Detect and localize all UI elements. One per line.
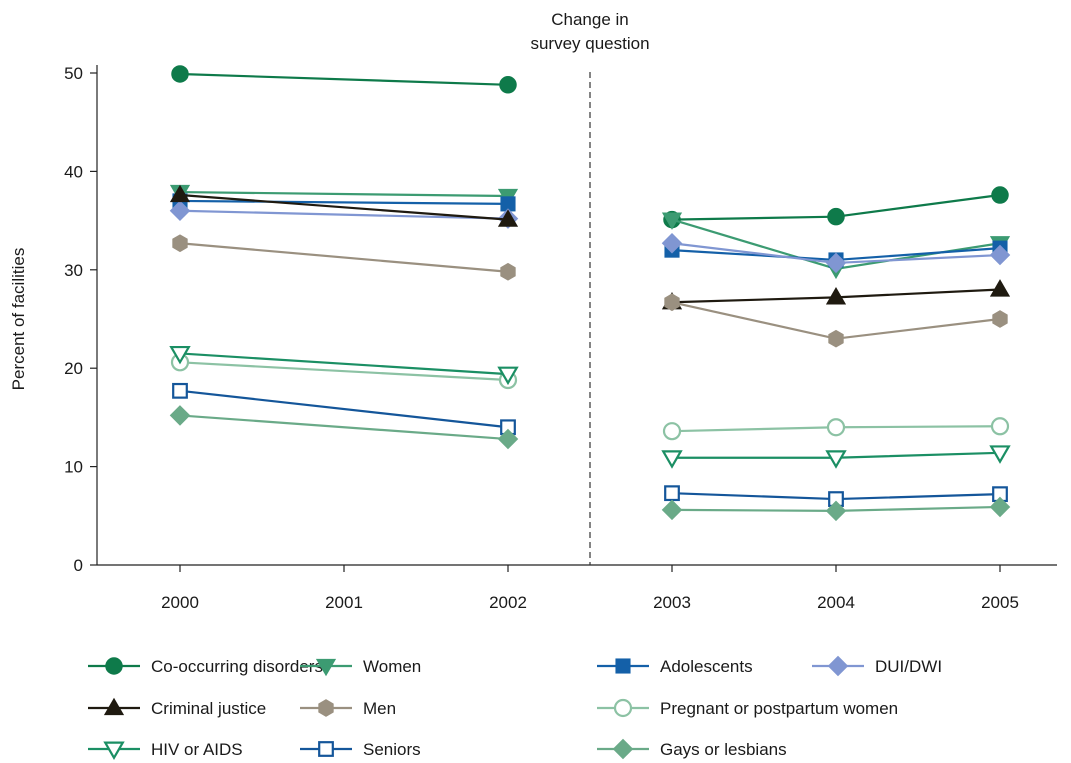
y-tick-label: 40 (64, 162, 83, 181)
legend-label: DUI/DWI (875, 657, 942, 676)
data-point (828, 329, 844, 348)
legend-marker (315, 658, 337, 677)
data-point (171, 65, 189, 83)
legend-label: Co-occurring disorders (151, 657, 323, 676)
y-tick-label: 10 (64, 458, 83, 477)
data-point (497, 366, 519, 386)
data-point (825, 252, 847, 274)
data-point (661, 232, 683, 254)
series-line (179, 193, 509, 221)
data-point (497, 209, 519, 227)
series-line (179, 389, 509, 429)
data-point (827, 207, 845, 226)
data-point (992, 310, 1008, 328)
series-line (179, 199, 509, 205)
data-point (826, 418, 846, 437)
x-tick-label: 2002 (489, 593, 527, 612)
legend-label: Women (363, 657, 421, 676)
series-line (179, 190, 509, 198)
legend-label: Seniors (363, 740, 421, 759)
legend-label: Criminal justice (151, 699, 266, 718)
data-point (662, 422, 682, 441)
legend-marker (105, 657, 123, 675)
data-point (169, 200, 191, 222)
legend-label: HIV or AIDS (151, 740, 243, 759)
legend-marker (827, 655, 849, 677)
legend-item-men: Men (300, 699, 396, 718)
series-criminal-justice (169, 184, 1011, 310)
x-tick-label: 2004 (817, 593, 855, 612)
legend-item-pregnant-or-postpartum-women: Pregnant or postpartum women (597, 698, 898, 718)
data-point (989, 445, 1011, 464)
legend-item-seniors: Seniors (300, 740, 421, 759)
series-line (179, 414, 509, 441)
series-line (179, 72, 509, 86)
annotation-text: Change in (551, 10, 629, 29)
data-point (169, 345, 191, 365)
legend-item-adolescents: Adolescents (597, 657, 753, 676)
legend-item-gays-or-lesbians: Gays or lesbians (597, 738, 787, 760)
series-men (172, 234, 1008, 348)
y-tick-label: 20 (64, 359, 83, 378)
series-gays-or-lesbians (169, 405, 1011, 522)
data-point (989, 244, 1011, 266)
legend-item-women: Women (300, 657, 421, 677)
chart-axes: 0 10 20 30 40 50 2000 2001 2002 2003 2004 2005 Perce… (9, 64, 1057, 612)
legend-marker (318, 741, 334, 757)
legend-label: Adolescents (660, 657, 753, 676)
series-line (179, 352, 509, 376)
data-point (661, 212, 683, 230)
data-point (989, 496, 1011, 518)
y-tick-label: 30 (64, 261, 83, 280)
legend-item-co-occurring-disorders: Co-occurring disorders (88, 657, 323, 676)
data-point (664, 485, 680, 502)
data-point (500, 262, 516, 281)
y-tick-label: 0 (74, 556, 83, 575)
legend-label: Pregnant or postpartum women (660, 699, 898, 718)
legend-marker (103, 741, 125, 760)
data-point (825, 450, 847, 469)
annotation-text: survey question (530, 34, 649, 53)
data-point (825, 500, 847, 522)
series-line (179, 209, 509, 220)
legend-item-hiv-or-aids: HIV or AIDS (88, 740, 243, 760)
legend-marker (318, 699, 334, 717)
legend-marker (612, 738, 634, 760)
data-point (990, 417, 1010, 436)
data-point (661, 450, 683, 469)
data-point (825, 287, 847, 305)
data-point (172, 234, 188, 253)
data-point (989, 279, 1011, 297)
legend-marker (613, 698, 633, 718)
series-hiv-or-aids (169, 345, 1011, 469)
data-point (664, 293, 680, 312)
legend: Co-occurring disorders Women Adolescents DU… (88, 655, 942, 760)
x-tick-label: 2001 (325, 593, 363, 612)
data-point (499, 76, 517, 94)
legend-marker (103, 697, 125, 716)
x-tick-label: 2003 (653, 593, 691, 612)
data-point (661, 499, 683, 521)
x-tick-label: 2000 (161, 593, 199, 612)
data-point (169, 405, 191, 426)
legend-marker (615, 658, 631, 674)
legend-label: Men (363, 699, 396, 718)
survey-change-annotation: Change in survey question (530, 10, 650, 565)
legend-item-criminal-justice: Criminal justice (88, 697, 266, 718)
series-pregnant-or-postpartum-women (170, 353, 1010, 441)
series-line (179, 361, 509, 382)
data-point (172, 382, 188, 399)
data-point (497, 428, 519, 450)
x-tick-label: 2005 (981, 593, 1019, 612)
legend-item-dui-dwi: DUI/DWI (812, 655, 942, 677)
series-line (179, 242, 509, 273)
legend-label: Gays or lesbians (660, 740, 787, 759)
data-point (991, 186, 1009, 204)
y-axis-label: Percent of facilities (9, 248, 28, 391)
data-point (169, 184, 191, 203)
plot-area (169, 65, 1011, 522)
y-tick-label: 50 (64, 64, 83, 83)
